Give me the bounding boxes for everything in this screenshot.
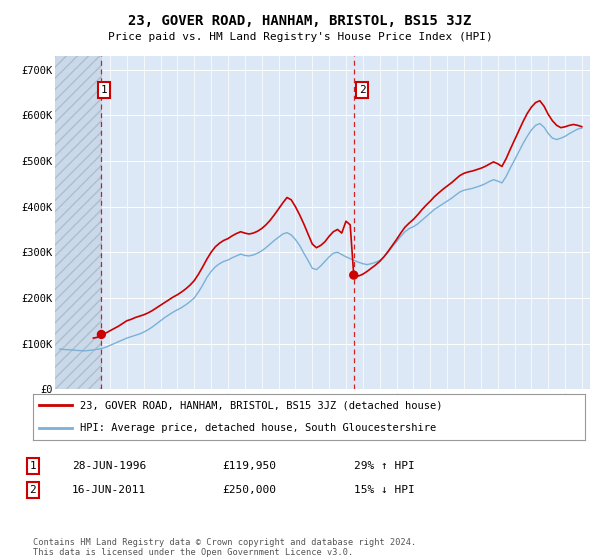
Text: 29% ↑ HPI: 29% ↑ HPI bbox=[354, 461, 415, 471]
Text: 1: 1 bbox=[101, 85, 107, 95]
Bar bbox=[55, 56, 101, 389]
Text: 28-JUN-1996: 28-JUN-1996 bbox=[72, 461, 146, 471]
Text: 1: 1 bbox=[29, 461, 37, 471]
Text: 23, GOVER ROAD, HANHAM, BRISTOL, BS15 3JZ (detached house): 23, GOVER ROAD, HANHAM, BRISTOL, BS15 3J… bbox=[80, 400, 442, 410]
Text: £119,950: £119,950 bbox=[222, 461, 276, 471]
Text: 23, GOVER ROAD, HANHAM, BRISTOL, BS15 3JZ: 23, GOVER ROAD, HANHAM, BRISTOL, BS15 3J… bbox=[128, 14, 472, 28]
Text: 2: 2 bbox=[29, 485, 37, 495]
Text: 2: 2 bbox=[359, 85, 365, 95]
Text: £250,000: £250,000 bbox=[222, 485, 276, 495]
Text: 16-JUN-2011: 16-JUN-2011 bbox=[72, 485, 146, 495]
Text: HPI: Average price, detached house, South Gloucestershire: HPI: Average price, detached house, Sout… bbox=[80, 423, 436, 433]
Text: Price paid vs. HM Land Registry's House Price Index (HPI): Price paid vs. HM Land Registry's House … bbox=[107, 32, 493, 43]
Text: Contains HM Land Registry data © Crown copyright and database right 2024.
This d: Contains HM Land Registry data © Crown c… bbox=[33, 538, 416, 557]
Point bbox=[97, 330, 106, 339]
Text: 15% ↓ HPI: 15% ↓ HPI bbox=[354, 485, 415, 495]
Point bbox=[349, 270, 359, 279]
